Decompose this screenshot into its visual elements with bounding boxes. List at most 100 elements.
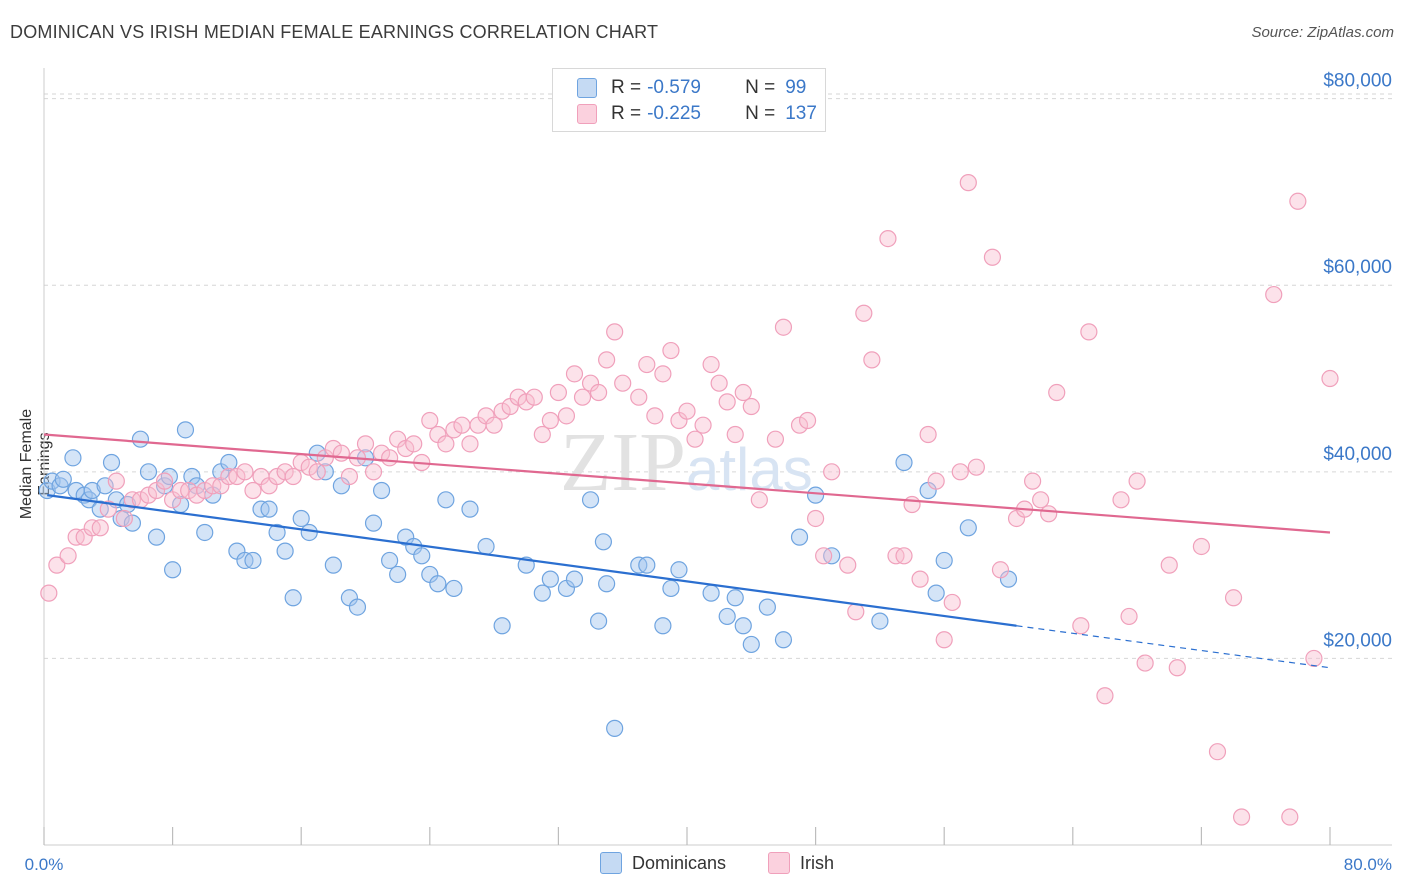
- data-point: [959, 519, 977, 537]
- series-legend: Dominicans Irish: [0, 850, 1406, 878]
- data-point: [646, 407, 664, 425]
- data-point: [284, 467, 302, 486]
- data-point: [638, 556, 656, 574]
- data-point: [702, 584, 720, 602]
- data-point: [734, 383, 752, 402]
- data-point: [806, 509, 825, 528]
- data-point: [445, 579, 463, 598]
- data-points: [38, 174, 1339, 826]
- data-point: [798, 411, 817, 430]
- legend-item-dominicans[interactable]: Dominicans: [600, 852, 726, 874]
- data-point: [493, 402, 511, 420]
- data-point: [790, 528, 809, 546]
- data-point: [131, 430, 150, 448]
- data-point: [1112, 491, 1130, 509]
- data-point: [589, 612, 608, 630]
- data-point: [160, 467, 178, 486]
- tick-labels: $20,000 $40,000 $60,000 $80,000 0.0% 80.0%: [25, 71, 1392, 874]
- data-point: [1289, 192, 1307, 210]
- data-point: [565, 570, 584, 588]
- data-point: [83, 481, 101, 500]
- trend-extension-dominicans: [1016, 625, 1331, 669]
- data-point: [1321, 369, 1339, 388]
- y-tick-label: $60,000: [1323, 257, 1392, 278]
- data-point: [236, 463, 254, 481]
- data-point: [927, 472, 945, 490]
- data-point: [40, 584, 58, 602]
- data-point: [638, 355, 656, 374]
- x-tick-label: 0.0%: [25, 855, 64, 874]
- data-point: [879, 229, 897, 248]
- legend-n-value: 99: [785, 77, 807, 98]
- axes: [43, 68, 1392, 846]
- data-point: [437, 491, 455, 509]
- legend-swatch-dominicans: [600, 852, 622, 874]
- legend-r-label: R =: [611, 77, 642, 98]
- data-point: [364, 514, 383, 532]
- data-point: [594, 533, 613, 551]
- data-point: [356, 435, 375, 453]
- data-point: [686, 430, 704, 448]
- data-point: [115, 509, 133, 528]
- data-point: [630, 388, 648, 406]
- data-point: [1281, 808, 1299, 826]
- data-point: [220, 453, 238, 472]
- data-point: [123, 514, 142, 532]
- data-point: [654, 365, 672, 383]
- data-point: [774, 631, 793, 649]
- data-point: [589, 383, 608, 402]
- legend-item-irish[interactable]: Irish: [768, 852, 834, 874]
- data-point: [606, 323, 624, 341]
- data-point: [774, 318, 793, 336]
- data-point: [541, 411, 559, 430]
- data-point: [815, 547, 833, 565]
- y-tick-label: $80,000: [1323, 71, 1392, 92]
- data-point: [372, 481, 391, 500]
- data-point: [790, 416, 809, 434]
- data-point: [188, 486, 206, 504]
- data-point: [742, 397, 760, 416]
- data-point: [710, 374, 728, 392]
- stats-legend: R = -0.579 N = 99 R = -0.225 N = 137: [552, 68, 826, 132]
- data-point: [927, 584, 945, 602]
- data-point: [445, 421, 463, 439]
- data-point: [533, 425, 551, 444]
- data-point: [1168, 659, 1186, 677]
- legend-label-dominicans: Dominicans: [632, 852, 727, 873]
- data-point: [147, 528, 166, 546]
- legend-swatch-irish: [768, 852, 790, 874]
- data-point: [268, 523, 286, 542]
- data-point: [935, 631, 953, 649]
- data-point: [983, 248, 1002, 266]
- data-point: [155, 477, 174, 495]
- data-point: [284, 589, 302, 607]
- data-point: [340, 467, 359, 486]
- watermark-atlas: atlas: [686, 436, 813, 503]
- data-point: [549, 383, 568, 402]
- legend-n-value: 137: [785, 103, 817, 124]
- data-point: [1208, 743, 1227, 761]
- data-point: [244, 481, 262, 500]
- data-point: [413, 547, 431, 565]
- data-point: [461, 435, 479, 453]
- data-point: [1160, 556, 1178, 574]
- data-point: [863, 351, 881, 369]
- data-point: [292, 509, 310, 528]
- data-point: [806, 486, 825, 504]
- y-tick-label: $20,000: [1323, 630, 1392, 651]
- data-point: [1305, 649, 1323, 668]
- data-point: [935, 551, 953, 570]
- data-point: [871, 612, 889, 630]
- legend-r-value: -0.579: [647, 77, 701, 98]
- legend-row-dominicans: R = -0.579 N = 99: [577, 76, 806, 100]
- data-point: [1128, 472, 1146, 490]
- data-point: [598, 351, 616, 369]
- data-point: [389, 565, 407, 584]
- data-point: [1224, 589, 1243, 607]
- data-point: [364, 463, 383, 481]
- data-point: [855, 304, 873, 322]
- legend-label-irish: Irish: [800, 852, 835, 873]
- data-point: [581, 491, 600, 509]
- data-point: [1048, 383, 1066, 402]
